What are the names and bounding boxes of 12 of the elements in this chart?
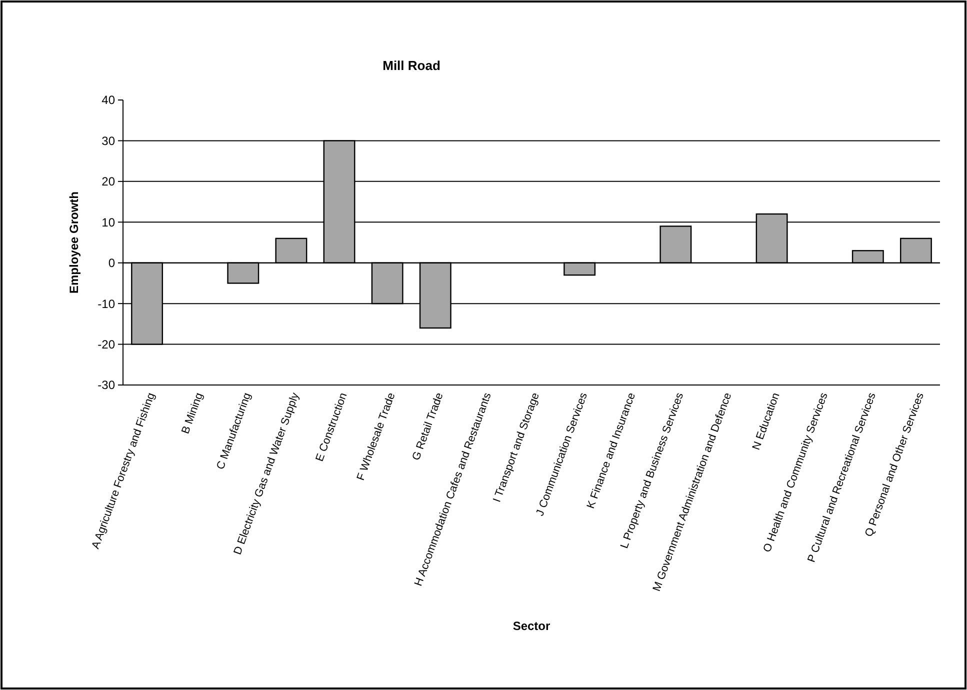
y-tick-label: 0 [108, 256, 116, 270]
y-axis-title: Employee Growth [67, 191, 81, 294]
y-tick-label: -30 [98, 378, 116, 392]
y-tick-label: -10 [98, 296, 116, 311]
y-tick-label: -20 [98, 337, 116, 352]
y-tick-label: 10 [102, 215, 116, 230]
y-tick-label: 30 [102, 134, 116, 148]
y-tick-label: 20 [102, 174, 116, 189]
x-tick-label: G Retail Trade [410, 391, 446, 462]
y-tick-label: 40 [102, 93, 116, 108]
chart-title: Mill Road [382, 58, 440, 73]
x-axis-title: Sector [512, 619, 550, 633]
